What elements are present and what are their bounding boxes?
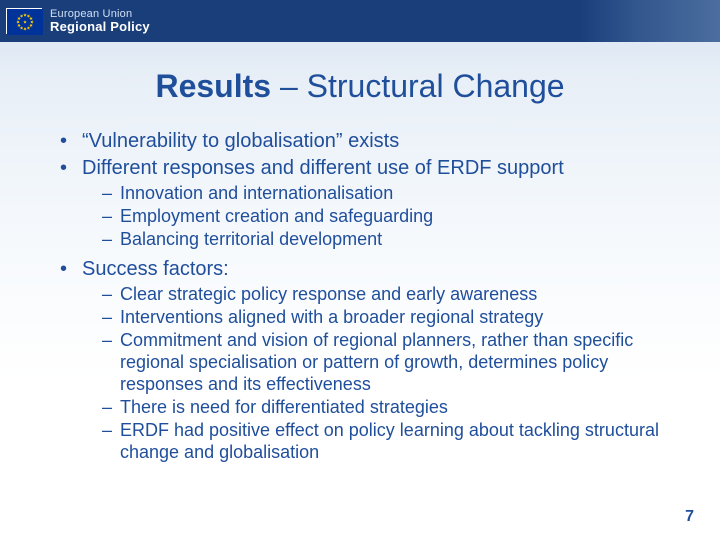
slide-title: Results – Structural Change [0,68,720,105]
list-item-text: “Vulnerability to globalisation” exists [82,130,399,152]
brand-text: European Union Regional Policy [50,8,150,34]
list-item: Different responses and different use of… [60,156,670,251]
sub-bullet-list: Innovation and internationalisationEmplo… [102,183,670,251]
list-item: Innovation and internationalisation [102,183,670,205]
list-item: Interventions aligned with a broader reg… [102,307,670,329]
list-item-text: Different responses and different use of… [82,157,564,179]
list-item: Commitment and vision of regional planne… [102,330,670,396]
list-item: ERDF had positive effect on policy learn… [102,420,670,464]
brand-line2: Regional Policy [50,20,150,34]
sub-bullet-list: Clear strategic policy response and earl… [102,284,670,464]
list-item: Clear strategic policy response and earl… [102,284,670,306]
title-sep: – [271,68,307,104]
title-bold: Results [155,68,271,104]
list-item: Balancing territorial development [102,229,670,251]
page-number: 7 [685,508,694,526]
list-item-text: Success factors: [82,258,229,280]
eu-flag-icon [6,8,42,34]
content-area: “Vulnerability to globalisation” exists D… [60,129,670,463]
bullet-list: “Vulnerability to globalisation” exists D… [60,129,670,463]
list-item: Employment creation and safeguarding [102,206,670,228]
list-item: Success factors: Clear strategic policy r… [60,257,670,464]
title-normal: Structural Change [307,68,565,104]
header-banner: European Union Regional Policy [0,0,720,42]
list-item: “Vulnerability to globalisation” exists [60,129,670,154]
list-item: There is need for differentiated strateg… [102,397,670,419]
